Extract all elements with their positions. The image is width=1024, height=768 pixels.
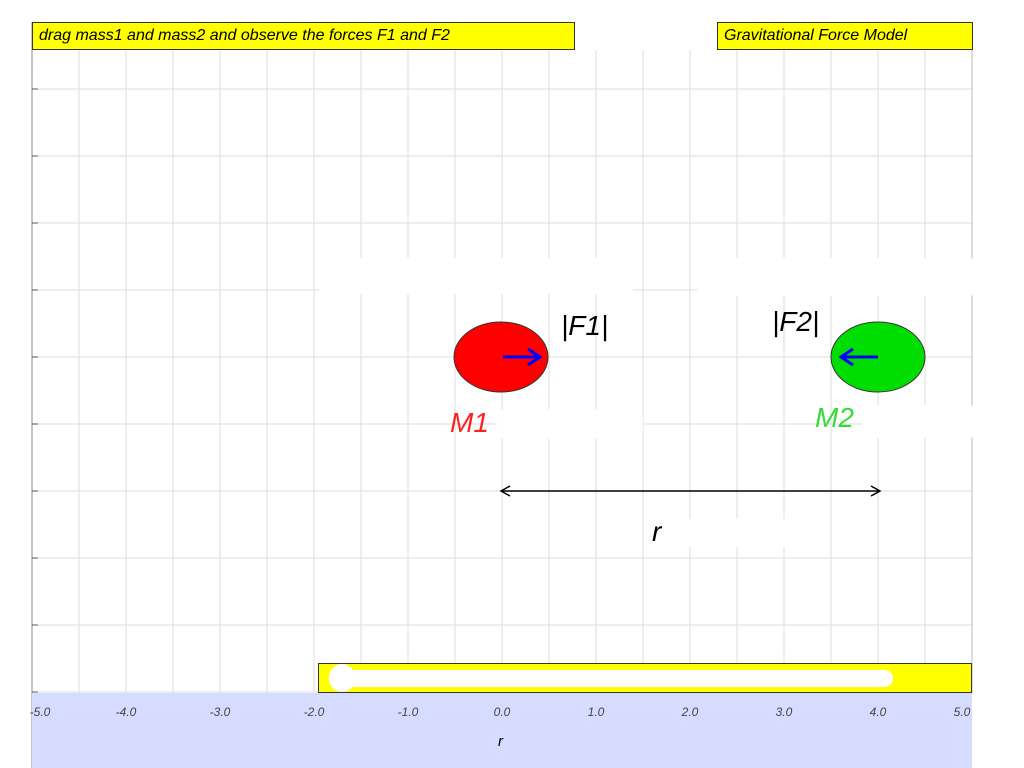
x-tick-label: 1.0 [587, 705, 605, 719]
readout-area-r [675, 519, 805, 547]
x-tick-label: -5.0 [29, 705, 51, 719]
x-axis-panel [32, 693, 972, 768]
x-tick-label: 0.0 [493, 705, 511, 719]
x-tick-label: 4.0 [869, 705, 887, 719]
x-tick-label: 5.0 [953, 705, 971, 719]
model-title: Gravitational Force Model [717, 22, 973, 50]
x-tick-label: -3.0 [209, 705, 231, 719]
x-tick-label: -2.0 [303, 705, 325, 719]
x-tick-label: -4.0 [115, 705, 137, 719]
readout-area-m2-lower [862, 405, 977, 438]
force1-arrow-icon [503, 347, 543, 367]
force1-label: |F1| [561, 310, 609, 341]
mass1-circle[interactable] [453, 321, 549, 393]
position-slider[interactable] [318, 663, 972, 693]
distance-arrow-icon [499, 485, 882, 497]
force2-label: |F2| [772, 306, 820, 337]
x-tick-label: 3.0 [775, 705, 793, 719]
distance-label: r [652, 516, 662, 547]
y-ticks [32, 88, 38, 693]
readout-area-m2 [697, 258, 977, 296]
readout-area-m1 [318, 258, 634, 294]
readout-area-m1-lower [497, 409, 643, 439]
x-axis-label: r [498, 733, 503, 750]
slider-track-bar [333, 670, 893, 687]
force2-arrow-icon [838, 347, 878, 367]
x-tick-label: -1.0 [397, 705, 419, 719]
instruction-banner: drag mass1 and mass2 and observe the for… [32, 22, 575, 50]
mass1-label: M1 [450, 407, 489, 438]
mass2-label: M2 [815, 402, 854, 433]
slider-handle[interactable] [329, 664, 355, 692]
x-tick-label: 2.0 [681, 705, 699, 719]
